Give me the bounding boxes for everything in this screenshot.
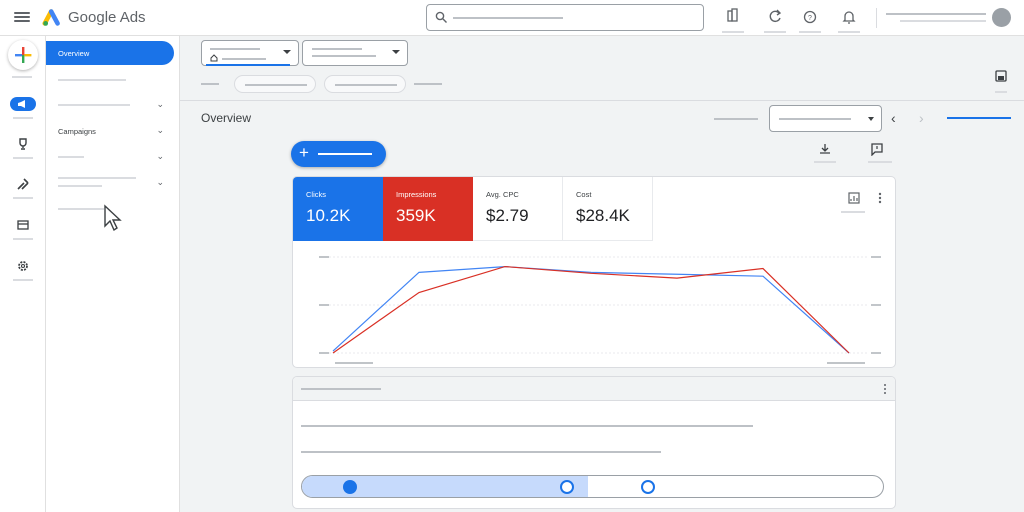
svg-text:?: ?	[808, 15, 812, 22]
filter-chip[interactable]	[234, 75, 316, 93]
prev-period-button[interactable]: ‹	[891, 110, 896, 126]
next-period-button[interactable]: ›	[919, 110, 924, 126]
slider-handle[interactable]	[559, 480, 574, 494]
page-title: Overview	[201, 111, 252, 125]
filter-chip[interactable]	[324, 75, 406, 93]
nav-campaigns-label: Campaigns	[58, 127, 96, 136]
side-nav: Overview ⌄ Campaigns ⌄ ⌄ ⌄	[46, 36, 180, 512]
line-chart	[319, 256, 881, 364]
avatar[interactable]	[992, 8, 1011, 27]
main-content: Overview ‹ › + Clicks 10.2K Impressions …	[180, 36, 1024, 512]
nav-item-placeholder[interactable]	[58, 79, 126, 81]
rail-campaigns[interactable]	[9, 93, 37, 119]
menu-icon[interactable]	[14, 10, 30, 24]
feedback-icon[interactable]	[870, 142, 884, 156]
slider-start-handle[interactable]	[343, 480, 357, 494]
metric-value: 359K	[396, 206, 436, 225]
new-campaign-button[interactable]: +	[291, 141, 386, 167]
reports-icon	[727, 8, 738, 22]
text-line	[301, 451, 661, 453]
chevron-down-icon: ⌄	[156, 125, 164, 135]
goals-trophy-icon	[19, 138, 27, 150]
refresh-button[interactable]	[764, 6, 786, 33]
metric-value: 10.2K	[306, 206, 351, 225]
google-ads-logo[interactable]	[42, 6, 64, 28]
help-icon: ?	[803, 10, 817, 24]
tools-icon	[17, 178, 29, 190]
refresh-icon	[769, 9, 782, 23]
divider	[180, 100, 1024, 101]
secondary-card	[292, 376, 896, 509]
campaign-dropdown[interactable]	[302, 40, 408, 66]
search-icon	[435, 11, 447, 23]
divider	[876, 8, 877, 28]
create-label	[12, 76, 32, 78]
left-rail	[0, 36, 46, 512]
chevron-down-icon: ⌄	[156, 99, 164, 109]
chart-settings-icon[interactable]	[847, 191, 861, 205]
metric-label: Clicks	[306, 190, 326, 199]
metric-label: Impressions	[396, 190, 437, 199]
compare-link[interactable]	[947, 117, 1011, 119]
create-plus-icon	[15, 47, 32, 63]
more-vert-icon[interactable]	[875, 191, 885, 205]
account-id	[900, 20, 986, 22]
create-button[interactable]	[8, 40, 38, 70]
help-button[interactable]: ?	[799, 6, 821, 33]
date-range-dropdown[interactable]	[769, 105, 882, 132]
billing-icon	[17, 220, 29, 230]
campaigns-icon	[18, 100, 25, 108]
save-icon[interactable]	[995, 70, 1007, 82]
mouse-cursor-icon	[104, 204, 122, 232]
rail-tools[interactable]	[9, 173, 37, 199]
nav-item-overview[interactable]: Overview	[46, 41, 174, 65]
chart-settings-label	[841, 211, 865, 213]
metric-clicks[interactable]: Clicks 10.2K	[293, 177, 383, 241]
home-icon	[210, 54, 218, 62]
nav-item-collapsed[interactable]: ⌄	[46, 148, 174, 166]
metric-label: Avg. CPC	[486, 190, 519, 199]
card-header	[293, 377, 895, 401]
chevron-down-icon: ⌄	[156, 177, 164, 187]
metric-value: $28.4K	[576, 206, 630, 225]
download-label	[814, 161, 836, 163]
metric-impressions[interactable]: Impressions 359K	[383, 177, 473, 241]
range-slider[interactable]	[301, 475, 884, 498]
search-placeholder	[453, 17, 563, 19]
performance-card: Clicks 10.2K Impressions 359K Avg. CPC $…	[292, 176, 896, 368]
text-line	[301, 425, 753, 427]
brand-name: Google Ads	[68, 9, 146, 26]
download-icon[interactable]	[818, 142, 832, 156]
impressions-series-line	[332, 265, 850, 354]
save-label	[995, 91, 1007, 93]
nav-item-campaigns[interactable]: Campaigns ⌄	[46, 122, 174, 140]
filter-label	[201, 83, 219, 85]
top-bar: Google Ads ?	[0, 0, 1024, 36]
reports-button[interactable]	[722, 6, 744, 33]
metric-label: Cost	[576, 190, 592, 199]
chevron-down-icon: ⌄	[156, 151, 164, 161]
metric-avg-cpc[interactable]: Avg. CPC $2.79	[473, 177, 563, 241]
nav-item-collapsed[interactable]: ⌄	[46, 174, 174, 192]
admin-gear-icon	[18, 261, 28, 271]
notifications-button[interactable]	[838, 6, 860, 33]
account-name	[886, 13, 986, 15]
account-dropdown[interactable]	[201, 40, 299, 66]
more-vert-icon[interactable]	[881, 383, 889, 395]
nav-item-collapsed[interactable]: ⌄	[46, 96, 174, 114]
notifications-icon	[842, 11, 856, 24]
slider-step-marker[interactable]	[641, 480, 655, 494]
add-filter-link[interactable]	[414, 83, 442, 85]
rail-goals[interactable]	[9, 133, 37, 159]
search-input[interactable]	[426, 4, 704, 31]
metric-value: $2.79	[486, 206, 529, 225]
nav-item-placeholder[interactable]	[58, 208, 104, 210]
metric-cost[interactable]: Cost $28.4K	[563, 177, 653, 241]
feedback-label	[868, 161, 892, 163]
rail-billing[interactable]	[9, 214, 37, 240]
date-range-label	[714, 118, 758, 120]
clicks-series-line	[332, 265, 850, 354]
plus-icon: +	[299, 143, 309, 162]
rail-admin[interactable]	[9, 255, 37, 281]
